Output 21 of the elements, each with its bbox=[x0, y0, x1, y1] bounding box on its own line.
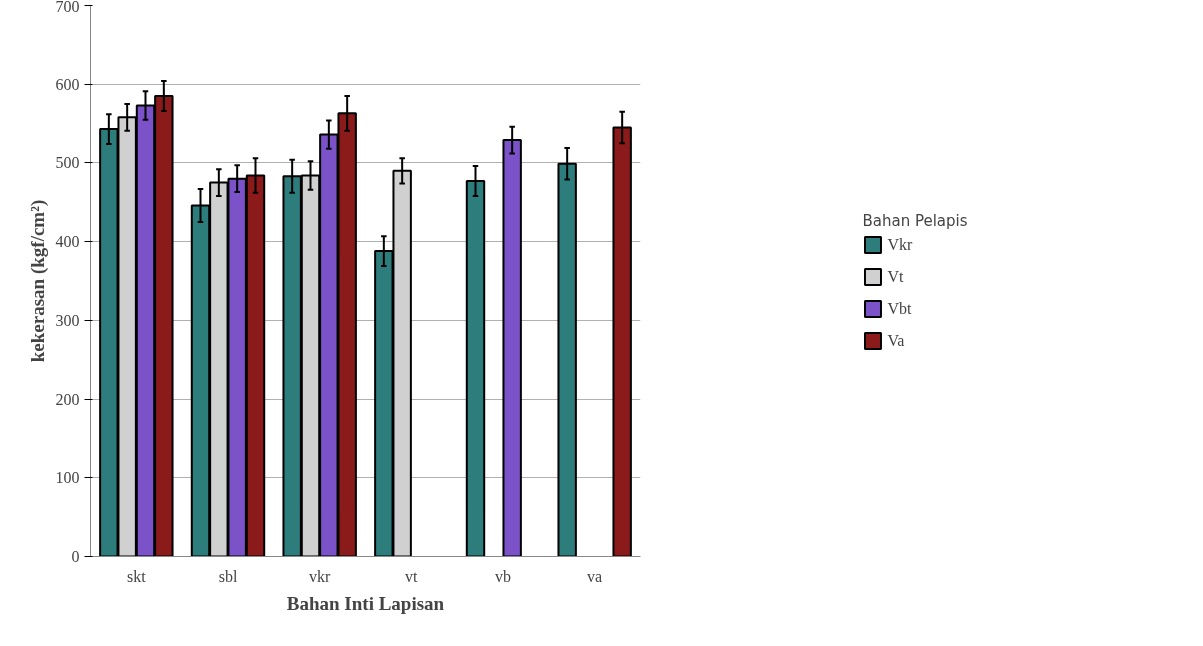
x-axis-title: Bahan Inti Lapisan bbox=[286, 592, 445, 614]
legend-label: Va bbox=[887, 331, 906, 349]
y-tick-label: 200 bbox=[55, 390, 80, 408]
x-tick-label: vkr bbox=[309, 567, 331, 585]
y-tick-label: 400 bbox=[55, 233, 80, 251]
x-tick-label: sbl bbox=[218, 567, 238, 585]
legend-label: Vkr bbox=[887, 235, 913, 253]
x-tick-label: vb bbox=[495, 567, 511, 585]
x-tick-label: va bbox=[587, 567, 603, 585]
legend-label: Vt bbox=[887, 267, 905, 285]
y-axis-title: kekerasan (kgf/cm²) bbox=[26, 199, 49, 363]
x-tick-label: skt bbox=[127, 567, 147, 585]
legend-title: Bahan Pelapis bbox=[862, 211, 968, 229]
y-tick-label: 0 bbox=[71, 548, 80, 565]
legend-label: Vbt bbox=[887, 299, 912, 317]
y-tick-label: 500 bbox=[55, 154, 80, 172]
y-tick-label: 100 bbox=[55, 469, 80, 487]
y-tick-label: 700 bbox=[55, 0, 80, 15]
x-tick-label: vt bbox=[405, 567, 419, 585]
y-tick-label: 600 bbox=[55, 75, 80, 93]
y-tick-label: 300 bbox=[55, 311, 80, 329]
